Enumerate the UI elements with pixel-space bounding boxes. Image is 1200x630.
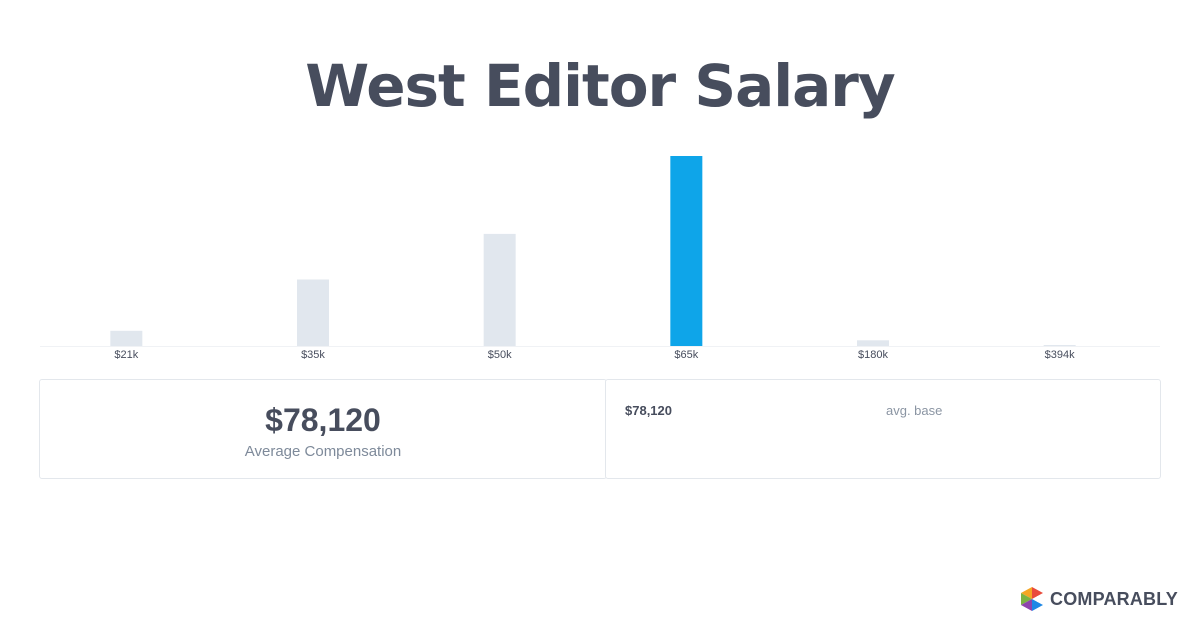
x-tick-label: $50k [488, 349, 512, 361]
bar-180k [857, 340, 889, 346]
x-tick-label: $394k [1045, 349, 1075, 361]
avg-base-value: $78,120 [625, 403, 672, 418]
bar-65k [670, 156, 703, 346]
average-compensation-value: $78,120 [265, 402, 381, 438]
salary-distribution-chart: $21k $35k $50k $65k $180k $394k [40, 156, 1160, 361]
x-tick-label: $35k [301, 349, 325, 361]
x-tick-label: $180k [858, 349, 888, 361]
x-tick-label: $65k [674, 349, 698, 361]
x-tick-label: $21k [114, 349, 138, 361]
bar-21k [110, 330, 143, 346]
bar-50k [483, 233, 516, 346]
average-compensation-label: Average Compensation [244, 443, 402, 460]
average-compensation-card: $78,120 Average Compensation [39, 379, 607, 479]
avg-base-label: avg. base [886, 403, 943, 418]
compensation-breakdown-card: $78,120 avg. base [605, 379, 1161, 479]
comparably-wordmark: COMPARABLY [1050, 588, 1179, 609]
page-title: West Editor Salary [305, 52, 895, 120]
bar-35k [297, 279, 329, 346]
bar-394k [1043, 345, 1076, 346]
comparably-logo: COMPARABLY [1019, 586, 1178, 612]
comparably-logo-icon [1021, 587, 1043, 611]
